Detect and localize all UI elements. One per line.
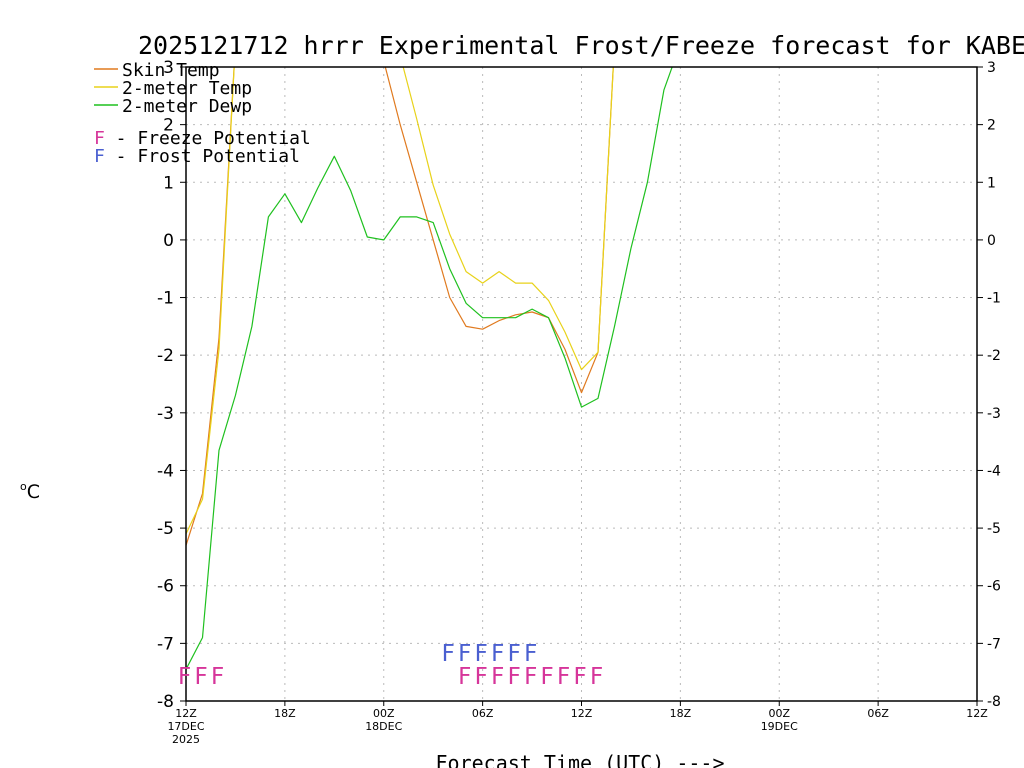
ytick-label-right-8: 0 — [987, 233, 996, 249]
legend-label-temp: 2-meter Temp — [122, 78, 252, 99]
frost-flag-2: F — [475, 641, 488, 667]
ytick-label-right-2: -6 — [987, 579, 1001, 595]
freeze-flag-2: F — [211, 664, 224, 690]
series-2-meter-dewp — [186, 67, 673, 670]
ytick-label-left-7: -1 — [157, 289, 174, 309]
ytick-label-right-11: 3 — [987, 60, 996, 76]
ytick-label-right-5: -3 — [987, 406, 1001, 422]
frost-flag-5: F — [524, 641, 537, 667]
xtick-label-6: 00Z — [768, 707, 790, 720]
freeze-flag-3: F — [458, 664, 471, 690]
y-axis-label: oC — [20, 480, 40, 503]
xtick-label-7: 06Z — [867, 707, 889, 720]
freeze-flag-8: F — [541, 664, 554, 690]
ytick-label-right-0: -8 — [987, 694, 1001, 710]
freeze-flag-10: F — [574, 664, 587, 690]
freeze-flag-1: F — [194, 664, 207, 690]
frost-flag-0: F — [442, 641, 455, 667]
svg-text:F - Freeze Potential: F - Freeze Potential — [94, 128, 311, 149]
xtick-label-1: 18Z — [274, 707, 296, 720]
xtick-label-3: 06Z — [472, 707, 494, 720]
ytick-label-left-8: 0 — [163, 231, 174, 251]
xtick-date-2: 18DEC — [365, 720, 402, 733]
ytick-label-right-3: -5 — [987, 521, 1001, 537]
series-2-meter-temp — [186, 67, 614, 535]
freeze-legend-text: - Freeze Potential — [105, 128, 311, 149]
freeze-flag-4: F — [475, 664, 488, 690]
ytick-label-right-1: -7 — [987, 636, 1001, 652]
freeze-flag-5: F — [491, 664, 504, 690]
frost-legend-letter: F — [94, 146, 105, 167]
potential-flags: F F F F F FF F F F F F F F F F F F — [178, 641, 603, 690]
xtick-label-4: 12Z — [571, 707, 593, 720]
ytick-label-left-6: -2 — [157, 346, 174, 366]
legend-label-skin: Skin Temp — [122, 60, 220, 81]
ytick-label-right-9: 1 — [987, 175, 996, 191]
ytick-label-right-6: -2 — [987, 348, 1001, 364]
ytick-label-left-9: 1 — [163, 173, 174, 193]
freeze-flag-9: F — [557, 664, 570, 690]
xtick-date-6: 19DEC — [761, 720, 798, 733]
y-axis-label-degree: o — [20, 480, 27, 493]
frost-legend-text: - Frost Potential — [105, 146, 300, 167]
y-axis-label-unit: C — [27, 481, 40, 503]
ytick-label-left-0: -8 — [157, 692, 174, 712]
series-lines — [186, 67, 673, 670]
xtick-label-2: 00Z — [373, 707, 395, 720]
ytick-label-left-5: -3 — [157, 404, 174, 424]
freeze-flag-0: F — [178, 664, 191, 690]
legend-label-dewp: 2-meter Dewp — [122, 96, 252, 117]
freeze-flag-6: F — [508, 664, 521, 690]
frost-flag-1: F — [458, 641, 471, 667]
ytick-label-right-10: 2 — [987, 118, 996, 134]
grid-lines — [186, 67, 977, 701]
svg-text:F - Frost Potential: F - Frost Potential — [94, 146, 300, 167]
freeze-flag-7: F — [524, 664, 537, 690]
frost-flag-3: F — [491, 641, 504, 667]
axis-ticks: -8 -8 -7 -7 -6 -6 -5 -5 -4 -4 -3 -3 -2 -2 -1 -1 0 0 1 1 2 2 3 3… — [157, 58, 1001, 746]
legend: Skin Temp 2-meter Temp 2-meter Dewp F - … — [94, 60, 311, 167]
ytick-label-left-2: -6 — [157, 577, 174, 597]
ytick-label-left-1: -7 — [157, 634, 174, 654]
ytick-label-left-4: -4 — [157, 461, 174, 481]
ytick-label-left-10: 2 — [163, 116, 174, 136]
xtick-label-8: 12Z — [966, 707, 988, 720]
xtick-label-0: 12Z — [175, 707, 197, 720]
x-axis-label: Forecast Time (UTC) ---> — [436, 751, 725, 768]
xtick-label-5: 18Z — [670, 707, 692, 720]
ytick-label-left-11: 3 — [163, 58, 174, 78]
series-skin-temp — [186, 67, 614, 546]
chart-title: 2025121712 hrrr Experimental Frost/Freez… — [138, 31, 1024, 60]
freeze-flag-11: F — [590, 664, 603, 690]
xtick-date-0: 17DEC — [167, 720, 204, 733]
ytick-label-right-7: -1 — [987, 291, 1001, 307]
xtick-year-0: 2025 — [172, 733, 200, 746]
ytick-label-left-3: -5 — [157, 519, 174, 539]
frost-flag-4: F — [508, 641, 521, 667]
ytick-label-right-4: -4 — [987, 463, 1001, 479]
freeze-legend-letter: F — [94, 128, 105, 149]
